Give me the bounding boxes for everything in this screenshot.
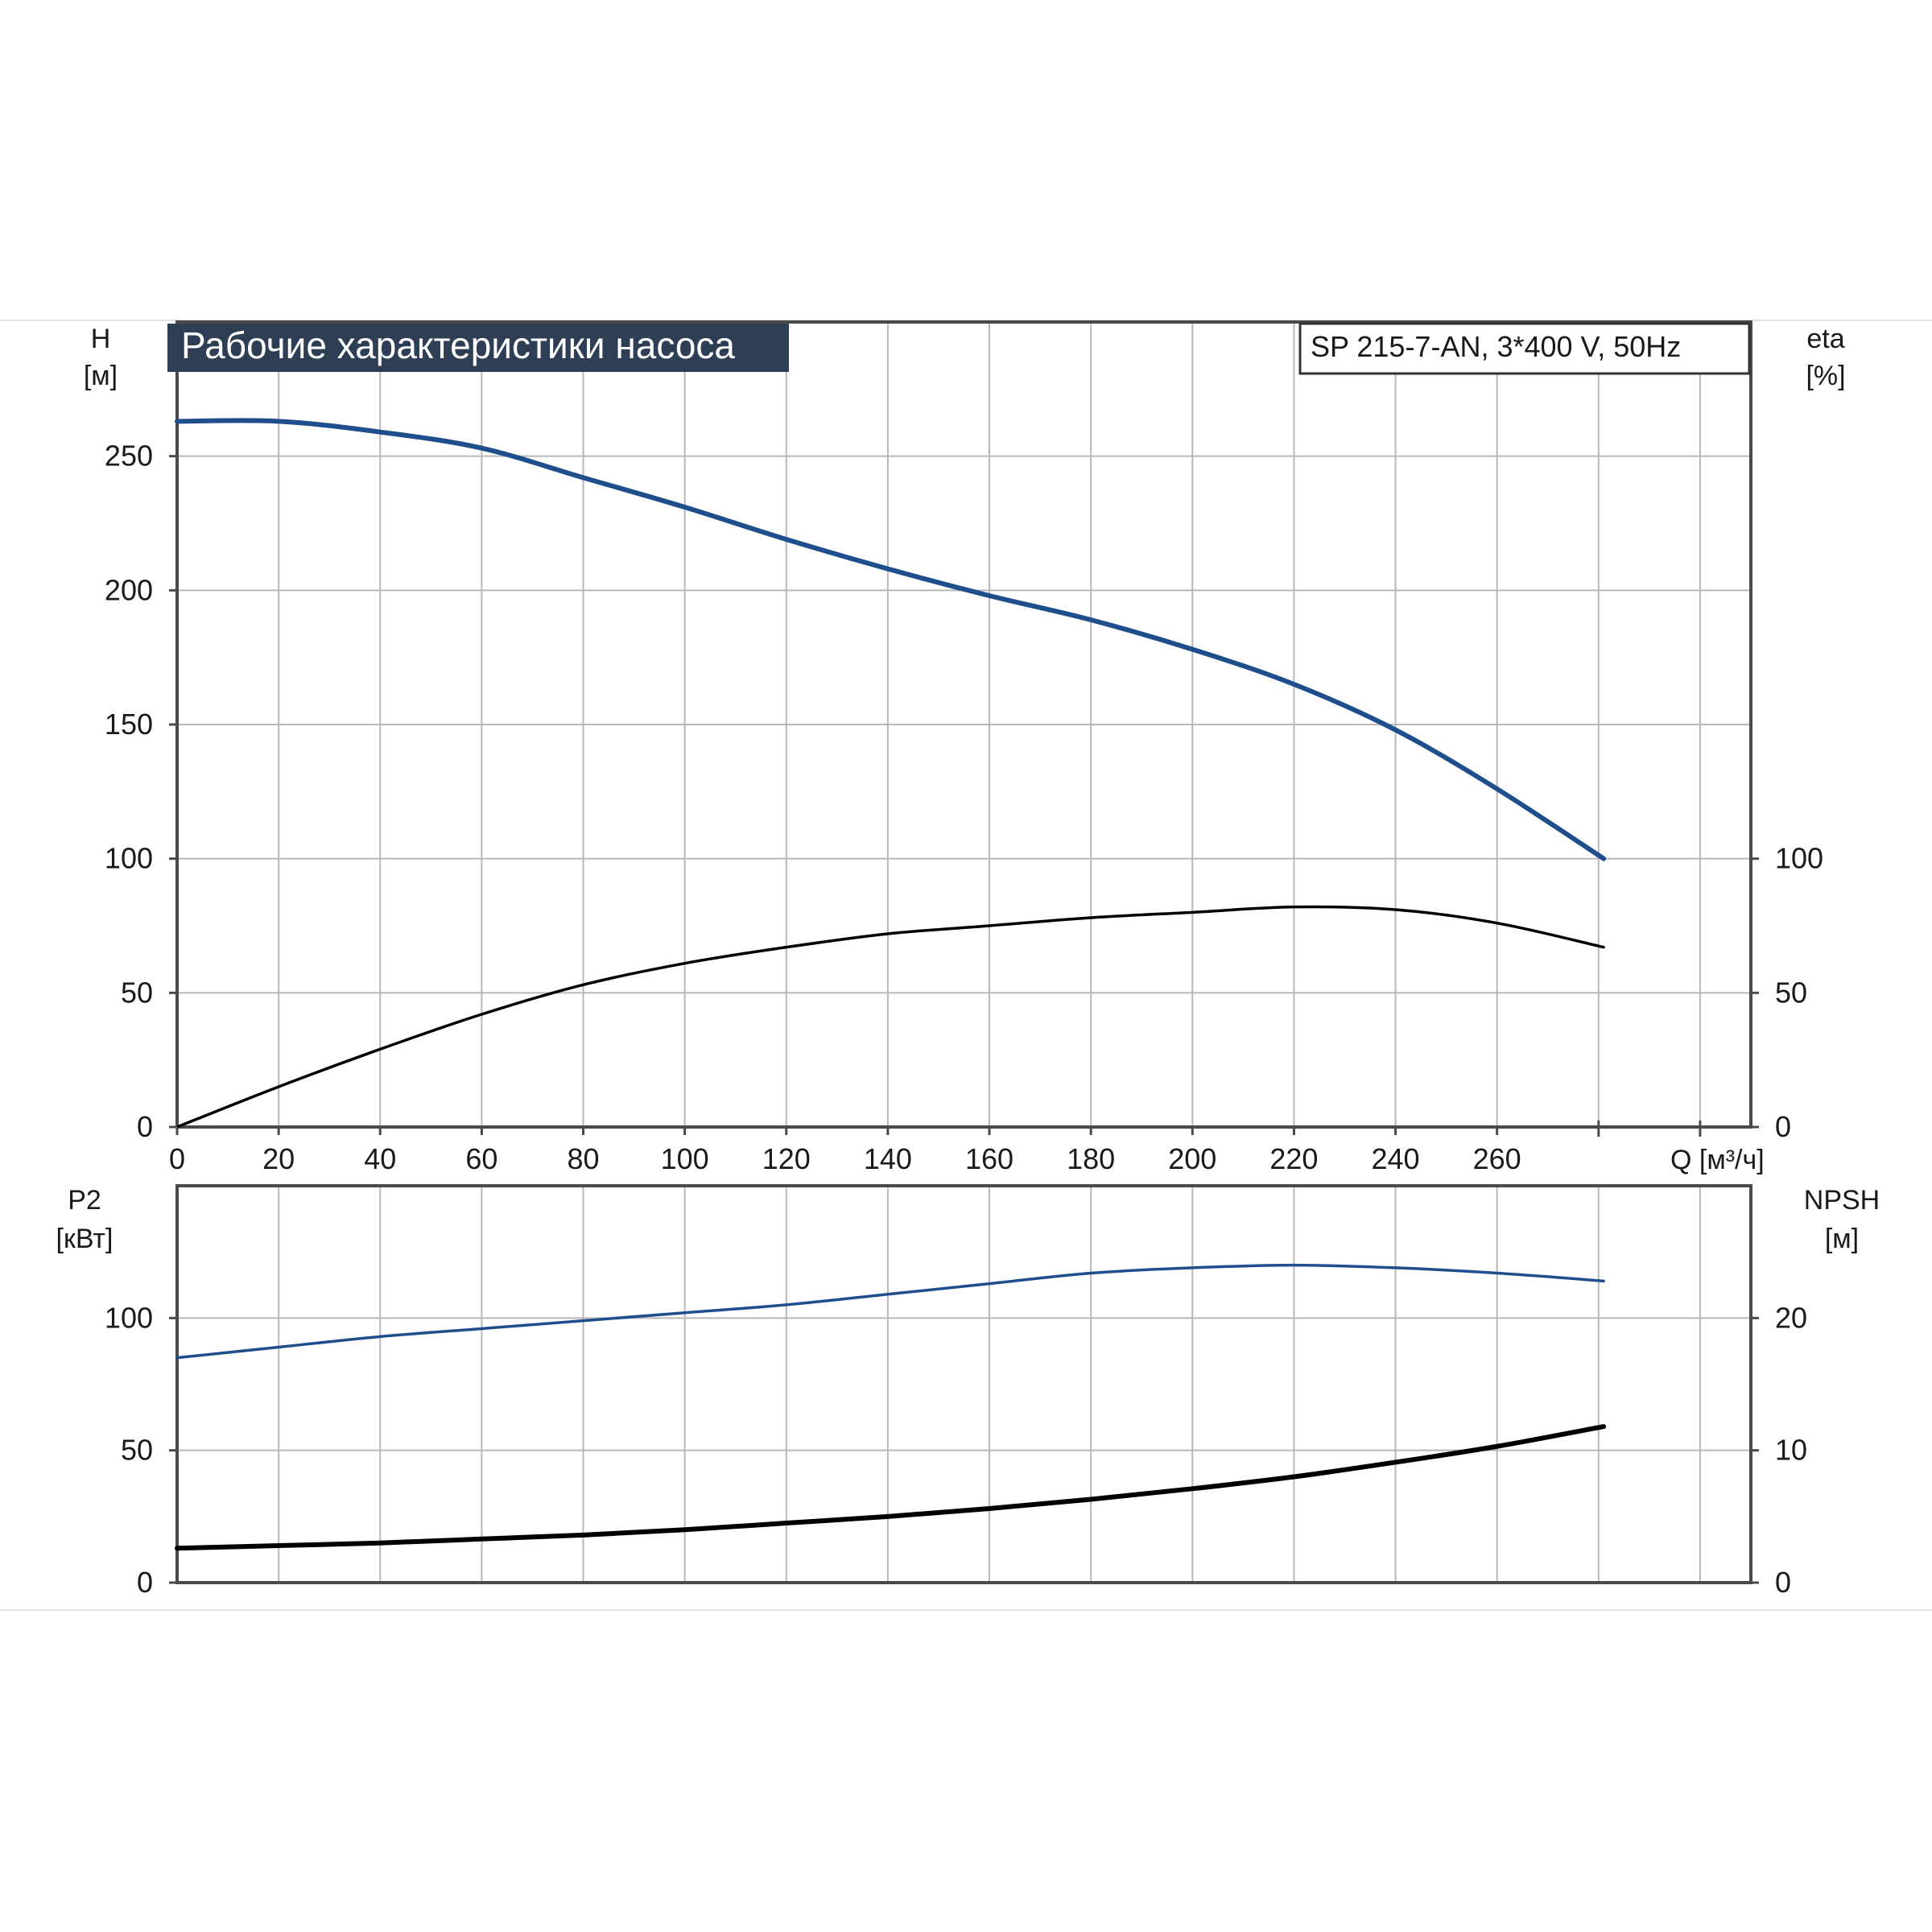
axis-name-h: H	[91, 324, 111, 354]
x-tick-label: 0	[169, 1142, 185, 1175]
npsh-axis-tick-label: 0	[1775, 1566, 1791, 1599]
h-axis-tick-label: 50	[121, 976, 153, 1009]
axis-name-npsh: NPSH	[1804, 1185, 1880, 1216]
axis-unit-npsh: [м]	[1825, 1224, 1859, 1254]
eta-axis-tick-label: 50	[1775, 976, 1807, 1009]
top-series-line-right-axis	[175, 905, 1605, 1129]
bottom-panel-frame	[175, 1184, 1752, 1584]
axis-unit-eta: [%]	[1806, 361, 1845, 391]
p2-axis-tick-label: 0	[137, 1566, 153, 1599]
h-axis-tick-label: 0	[137, 1110, 153, 1143]
x-tick-label: 40	[364, 1142, 396, 1175]
x-tick-label: 120	[762, 1142, 811, 1175]
x-tick-label: 80	[567, 1142, 599, 1175]
npsh-axis-tick-label: 20	[1775, 1301, 1807, 1334]
x-tick-label: 20	[262, 1142, 295, 1175]
x-tick-label: 240	[1372, 1142, 1420, 1175]
p2-axis-tick-label: 100	[105, 1301, 153, 1334]
top-panel-series	[175, 418, 1607, 1129]
axis-name-p2: P2	[68, 1185, 101, 1216]
npsh-axis-tick-label: 10	[1775, 1434, 1807, 1467]
x-tick-label: 220	[1269, 1142, 1318, 1175]
bottom-panel-grid	[177, 1186, 1751, 1583]
x-tick-label: 140	[864, 1142, 912, 1175]
axis-unit-h: [м]	[84, 361, 118, 391]
top-series-line-left-axis	[175, 418, 1607, 861]
h-axis-tick-label: 100	[105, 842, 153, 875]
p2-axis-tick-label: 50	[121, 1434, 153, 1467]
x-tick-label: 100	[661, 1142, 709, 1175]
bottom-series-line-left-axis	[175, 1263, 1605, 1360]
h-axis-tick-label: 250	[105, 440, 153, 473]
h-axis-tick-label: 200	[105, 573, 153, 606]
eta-axis-tick-label: 0	[1775, 1110, 1791, 1143]
x-tick-label: 180	[1067, 1142, 1115, 1175]
top-panel-grid	[177, 322, 1751, 1127]
axis-unit-p2: [кВт]	[56, 1224, 114, 1254]
bottom-series-line-right-axis	[175, 1424, 1607, 1551]
x-axis-label: Q [м³/ч]	[1670, 1145, 1765, 1175]
x-tick-label: 200	[1168, 1142, 1216, 1175]
model-label: SP 215-7-AN, 3*400 V, 50Hz	[1311, 330, 1681, 363]
chart-title: Рабочие характеристики насоса	[181, 324, 735, 366]
x-tick-label: 160	[965, 1142, 1013, 1175]
tick-labels: 0 20 40 60 80 100 120 140 160 180 200 220 240 2600501…	[105, 440, 1823, 1599]
axis-name-eta: eta	[1806, 324, 1844, 354]
bottom-panel-series	[175, 1263, 1607, 1551]
model-box	[1298, 322, 1751, 375]
eta-axis-tick-label: 100	[1775, 842, 1823, 875]
x-tick-label: 260	[1473, 1142, 1521, 1175]
title-background	[167, 324, 789, 372]
h-axis-tick-label: 150	[105, 708, 153, 741]
x-tick-label: 60	[465, 1142, 497, 1175]
